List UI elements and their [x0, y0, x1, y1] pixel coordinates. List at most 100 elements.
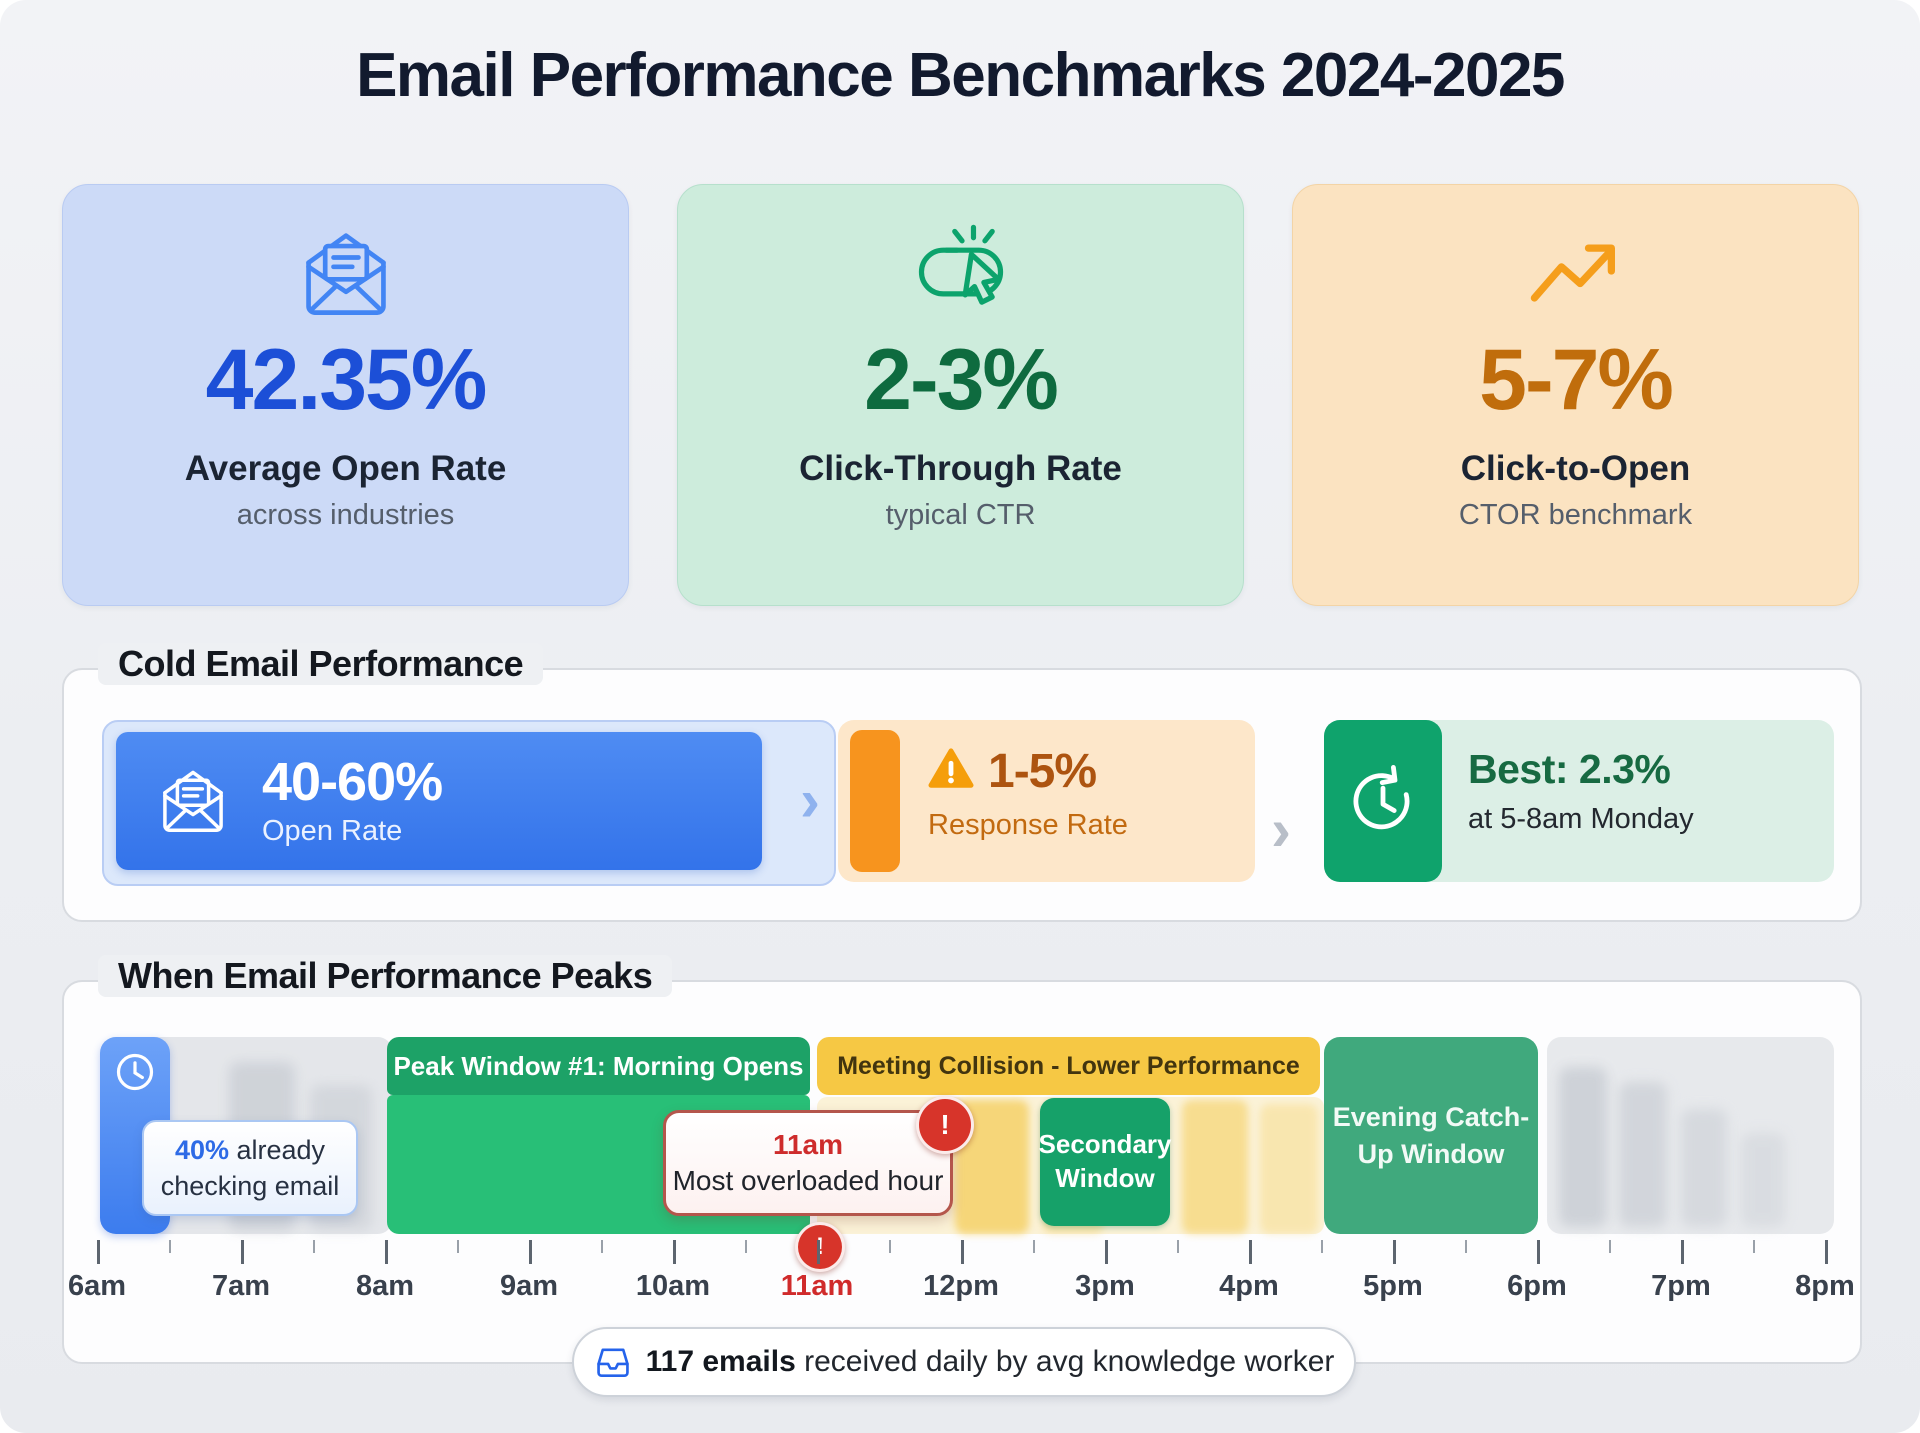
collision-header: Meeting Collision - Lower Performance: [817, 1037, 1320, 1095]
hour-label: 6am: [67, 1270, 127, 1302]
axis-tick: [241, 1240, 244, 1264]
white-envelope-icon: [154, 760, 232, 843]
timeline-axis-ticks: [64, 1240, 1860, 1266]
secondary-window-block: Secondary Window: [1039, 1098, 1171, 1226]
footer-stat: 117 emails: [645, 1345, 796, 1378]
axis-tick: [1537, 1240, 1540, 1264]
best-label: at 5-8am Monday: [1468, 803, 1694, 835]
hour-label: 7am: [211, 1270, 271, 1302]
click-cursor-icon: [678, 219, 1243, 323]
axis-tick: [673, 1240, 676, 1264]
clock-history-icon: [1324, 720, 1442, 882]
open-envelope-icon: [63, 219, 628, 323]
axis-tick: [169, 1240, 171, 1253]
response-rate-value: 1-5%: [988, 745, 1097, 798]
hour-label: 8am: [355, 1270, 415, 1302]
stat-card-open-rate: 42.35% Average Open Rate across industri…: [62, 184, 629, 606]
axis-tick: [1177, 1240, 1179, 1253]
evening-activity-panel: [1547, 1037, 1834, 1234]
hour-label: 4pm: [1219, 1270, 1279, 1302]
axis-tick: [1249, 1240, 1252, 1264]
hour-label: 10am: [635, 1270, 711, 1302]
chevron-right-icon: ›: [800, 766, 820, 834]
stat-label: Average Open Rate: [184, 449, 507, 488]
axis-tick: [961, 1240, 964, 1264]
cold-email-section-title: Cold Email Performance: [98, 643, 544, 685]
axis-tick: [1321, 1240, 1323, 1253]
axis-tick: [601, 1240, 603, 1253]
axis-tick: [817, 1240, 820, 1264]
evening-window-block: Evening Catch-Up Window: [1324, 1037, 1538, 1234]
open-rate-value: 40-60%: [262, 752, 443, 813]
overload-callout: 11am Most overloaded hour: [663, 1110, 953, 1216]
overload-hour: 11am: [772, 1128, 844, 1160]
page-title: Email Performance Benchmarks 2024-2025: [356, 41, 1565, 110]
open-rate-step: 40-60% Open Rate ›: [102, 720, 836, 886]
overload-text: Most overloaded hour: [672, 1165, 944, 1196]
stat-sublabel: typical CTR: [885, 499, 1036, 531]
activity-bar: [1741, 1133, 1785, 1227]
hour-label: 5pm: [1363, 1270, 1423, 1302]
checking-text: already checking email: [160, 1134, 340, 1201]
peak-window-header: Peak Window #1: Morning Opens: [387, 1037, 810, 1095]
axis-tick: [457, 1240, 459, 1253]
best-time-step: Best: 2.3% at 5-8am Monday: [1324, 720, 1834, 882]
axis-tick: [385, 1240, 388, 1264]
stat-value: 5-7%: [1479, 332, 1674, 428]
axis-tick: [1825, 1240, 1828, 1264]
hour-label: 8pm: [1795, 1270, 1855, 1302]
stat-label: Click-Through Rate: [799, 449, 1122, 488]
stat-card-ctr: 2-3% Click-Through Rate typical CTR: [677, 184, 1244, 606]
response-rate-label: Response Rate: [928, 809, 1128, 841]
checking-stat: 40%: [174, 1134, 229, 1165]
activity-bar: [1681, 1109, 1727, 1227]
clock-icon: [116, 1053, 154, 1091]
warning-triangle-icon: [928, 746, 974, 797]
orange-accent-bar: [850, 730, 900, 872]
trend-up-icon: [1293, 219, 1858, 323]
hour-label: 3pm: [1075, 1270, 1135, 1302]
axis-tick: [1393, 1240, 1396, 1264]
axis-tick: [1681, 1240, 1684, 1264]
collision-bar: [1182, 1100, 1248, 1234]
stat-value: 2-3%: [864, 332, 1059, 428]
alert-badge-icon: !: [916, 1096, 974, 1154]
axis-tick: [97, 1240, 100, 1264]
response-rate-step: 1-5% Response Rate: [838, 720, 1255, 882]
hour-label: 11am: [780, 1270, 854, 1302]
axis-tick: [1609, 1240, 1611, 1253]
activity-bar: [1559, 1067, 1607, 1227]
stat-card-ctor: 5-7% Click-to-Open CTOR benchmark: [1292, 184, 1859, 606]
inbox-icon: [594, 1343, 632, 1381]
open-rate-label: Open Rate: [262, 814, 403, 847]
hour-label: 9am: [499, 1270, 559, 1302]
peaks-section: When Email Performance Peaks: [62, 955, 1862, 1397]
hour-label: 12pm: [923, 1270, 999, 1302]
axis-tick: [1753, 1240, 1755, 1253]
chevron-right-icon: ›: [1271, 796, 1291, 863]
axis-tick: [313, 1240, 315, 1253]
stat-sublabel: across industries: [236, 499, 455, 531]
open-rate-pill: 40-60% Open Rate: [116, 732, 762, 870]
axis-tick: [529, 1240, 532, 1264]
axis-tick: [1465, 1240, 1467, 1253]
alert-badge-icon: !: [795, 1222, 845, 1272]
daily-emails-pill: 117 emails received daily by avg knowled…: [572, 1327, 1356, 1397]
stat-value: 42.35%: [205, 332, 488, 428]
stat-sublabel: CTOR benchmark: [1458, 499, 1693, 531]
axis-tick: [745, 1240, 747, 1253]
hour-label: 7pm: [1651, 1270, 1711, 1302]
activity-bar: [1619, 1082, 1667, 1227]
cold-email-section: Cold Email Performance 40-60%: [62, 643, 1862, 922]
axis-tick: [1033, 1240, 1035, 1253]
best-value: Best: 2.3%: [1468, 746, 1671, 792]
footer-text: received daily by avg knowledge worker: [795, 1345, 1335, 1378]
axis-tick: [889, 1240, 891, 1253]
timeline: Peak Window #1: Morning Opens Meeting Co…: [64, 982, 1860, 1397]
collision-bar: [1260, 1104, 1318, 1234]
stat-label: Click-to-Open: [1460, 449, 1691, 488]
axis-tick: [1105, 1240, 1108, 1264]
peaks-section-title: When Email Performance Peaks: [98, 955, 673, 997]
hour-label: 6pm: [1507, 1270, 1567, 1302]
